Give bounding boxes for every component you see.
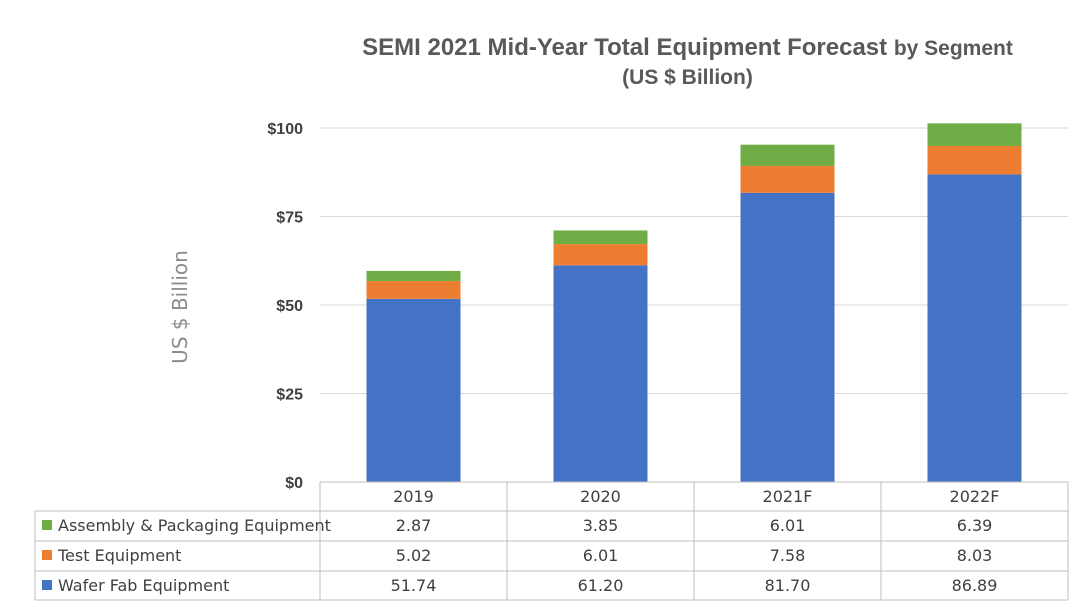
bar-segment xyxy=(366,298,461,482)
chart-subtitle: (US $ Billion) xyxy=(622,66,753,89)
legend-swatch xyxy=(42,550,52,560)
bar-segment xyxy=(740,192,835,483)
table-value: 3.85 xyxy=(583,516,619,535)
table-value: 6.39 xyxy=(957,516,993,535)
table-value: 51.74 xyxy=(391,576,437,595)
bar-segment xyxy=(740,165,835,193)
bar-segment xyxy=(553,244,648,266)
y-tick-label: $100 xyxy=(267,121,303,138)
table-value: 6.01 xyxy=(583,546,619,565)
table-value: 5.02 xyxy=(396,546,432,565)
chart-title-suffix: by Segment xyxy=(893,37,1013,60)
bar-segment xyxy=(740,144,835,166)
bar-segment xyxy=(366,270,461,282)
y-tick-label: $50 xyxy=(276,298,303,315)
table-value: 6.01 xyxy=(770,516,806,535)
table-value: 81.70 xyxy=(765,576,811,595)
bar-segment xyxy=(553,230,648,245)
legend-label: Test Equipment xyxy=(57,546,181,565)
table-value: 61.20 xyxy=(578,576,624,595)
chart-title: SEMI 2021 Mid-Year Total Equipment Forec… xyxy=(320,34,1055,62)
legend-label: Assembly & Packaging Equipment xyxy=(58,516,331,535)
bar-segment xyxy=(927,123,1022,146)
chart-title-main: SEMI 2021 Mid-Year Total Equipment Forec… xyxy=(362,34,888,61)
bar-segment xyxy=(927,145,1022,175)
x-category-label: 2022F xyxy=(950,487,1000,506)
legend-label: Wafer Fab Equipment xyxy=(58,576,229,595)
bar-segment xyxy=(927,174,1022,482)
table-value: 8.03 xyxy=(957,546,993,565)
x-category-label: 2019 xyxy=(393,487,434,506)
y-tick-label: $75 xyxy=(276,210,303,227)
table-value: 2.87 xyxy=(396,516,432,535)
x-category-label: 2020 xyxy=(580,487,621,506)
legend-swatch xyxy=(42,520,52,530)
y-tick-label: $25 xyxy=(276,387,303,404)
bar-segment xyxy=(553,265,648,482)
legend-swatch xyxy=(42,580,52,590)
y-tick-label: $0 xyxy=(285,475,303,492)
x-category-label: 2021F xyxy=(763,487,813,506)
table-value: 86.89 xyxy=(952,576,998,595)
table-value: 7.58 xyxy=(770,546,806,565)
bar-segment xyxy=(366,281,461,299)
